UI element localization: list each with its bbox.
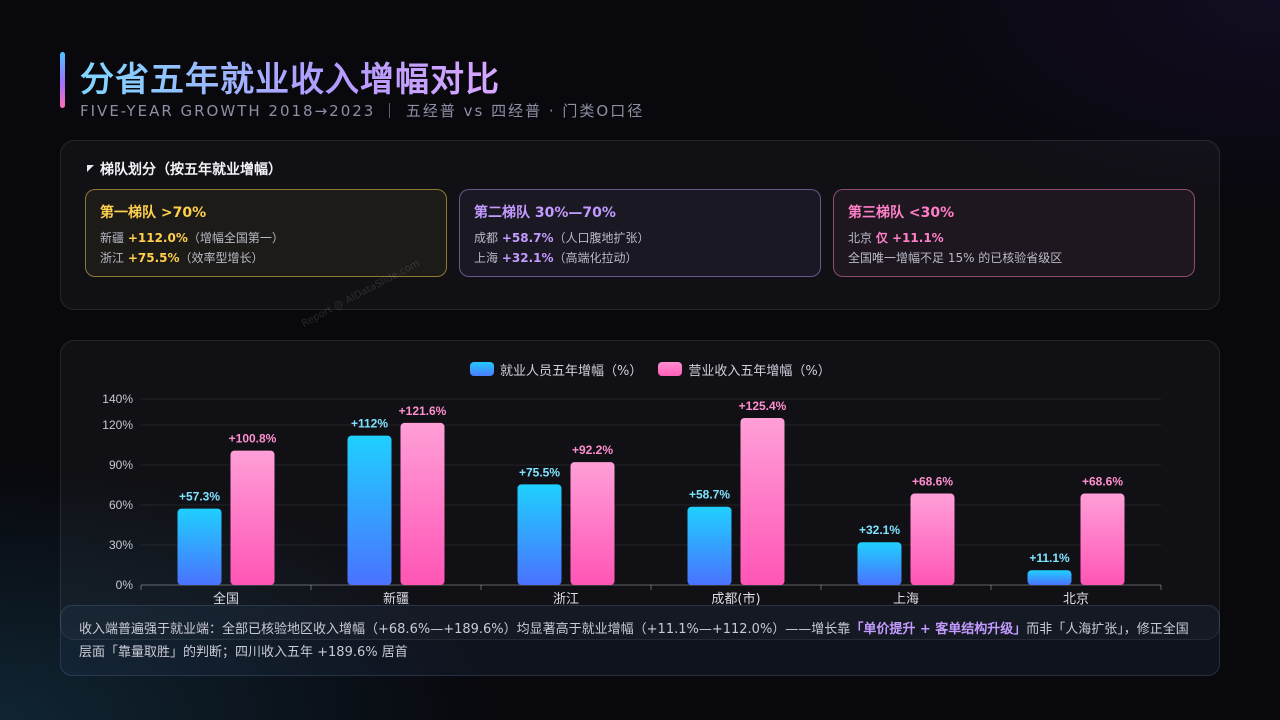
bar-employment[interactable]	[347, 435, 392, 585]
tier-line: 成都 +58.7%（人口腹地扩张）	[474, 228, 806, 248]
tier-line-note: （人口腹地扩张）	[553, 231, 650, 245]
tier-card-title: 第三梯队 <30%	[848, 205, 955, 221]
chart-panel	[60, 340, 1220, 640]
legend-swatch-employment	[470, 362, 494, 376]
data-label-employment: +11.1%	[1029, 551, 1070, 565]
data-label-revenue: +68.6%	[1082, 475, 1123, 489]
x-tick-label: 北京	[1063, 592, 1089, 607]
tier-line-region: 浙江	[100, 251, 128, 265]
data-label-revenue: +121.6%	[399, 404, 447, 418]
y-tick-label: 120%	[102, 418, 133, 432]
data-label-employment: +75.5%	[519, 465, 560, 479]
tier-line: 北京 仅 +11.1%	[848, 228, 1180, 248]
y-tick-label: 140%	[102, 392, 133, 406]
tier-line-value: +32.1%	[501, 251, 554, 265]
triangle-icon	[87, 165, 94, 172]
bar-revenue[interactable]	[400, 422, 445, 585]
tier-line-value: +75.5%	[127, 251, 180, 265]
data-label-revenue: +68.6%	[912, 475, 953, 489]
legend-label-revenue: 营业收入五年增幅（%）	[688, 363, 831, 379]
bar-revenue[interactable]	[1080, 493, 1125, 585]
data-label-employment: +112%	[351, 417, 388, 431]
x-tick-label: 全国	[213, 591, 239, 607]
tier-line-note: （增幅全国第一）	[187, 231, 284, 245]
tier-line-value: 仅 +11.1%	[875, 231, 944, 245]
page-subtitle: FIVE-YEAR GROWTH 2018→2023 ｜ 五经普 vs 四经普 …	[80, 102, 645, 120]
legend-item-revenue[interactable]: 营业收入五年增幅（%）	[658, 360, 831, 379]
tier-line: 浙江 +75.5%（效率型增长）	[100, 248, 432, 268]
x-tick-label: 浙江	[553, 592, 579, 607]
summary-text-end: 而非「人海扩张」，修正全国层面「靠量取胜」的判断；四川收入五年 +189.6% …	[79, 622, 1189, 660]
tier-line-note: 全国唯一增幅不足 15% 的已核验省级区	[848, 251, 1063, 265]
bar-revenue[interactable]	[910, 493, 955, 585]
tier-line-region: 新疆	[100, 231, 128, 245]
summary-panel: 收入端普遍强于就业端：全部已核验地区收入增幅（+68.6%—+189.6%）均显…	[60, 605, 1220, 676]
data-label-employment: +57.3%	[179, 490, 220, 504]
x-tick-label: 上海	[893, 592, 919, 607]
summary-emphasis: 「单价提升 + 客单结构升级」	[850, 622, 1027, 637]
bar-revenue[interactable]	[570, 462, 615, 585]
bar-employment[interactable]	[517, 484, 562, 585]
y-tick-label: 30%	[109, 538, 133, 552]
tier-card-title: 第二梯队 30%—70%	[474, 205, 616, 221]
summary-text: 收入端普遍强于就业端：全部已核验地区收入增幅（+68.6%—+189.6%）均显…	[79, 622, 851, 637]
tier-line-region: 上海	[474, 251, 502, 265]
tier-line-note: （高端化拉动）	[553, 251, 638, 265]
y-tick-label: 0%	[116, 578, 134, 592]
tier-line: 上海 +32.1%（高端化拉动）	[474, 248, 806, 268]
chart-legend: 就业人员五年增幅（%） 营业收入五年增幅（%）	[470, 360, 831, 379]
tier-line-region: 北京	[848, 231, 876, 245]
y-tick-label: 60%	[109, 498, 133, 512]
legend-item-employment[interactable]: 就业人员五年增幅（%）	[470, 360, 642, 379]
data-label-employment: +32.1%	[859, 523, 900, 537]
bar-employment[interactable]	[857, 542, 902, 585]
tier-heading-text: 梯队划分（按五年就业增幅）	[100, 162, 282, 178]
tier-line: 全国唯一增幅不足 15% 的已核验省级区	[848, 248, 1180, 268]
tier-card-1: 第一梯队 >70% 新疆 +112.0%（增幅全国第一） 浙江 +75.5%（效…	[85, 189, 447, 277]
title-accent-bar	[60, 52, 65, 108]
tier-line-value: +112.0%	[127, 231, 188, 245]
tier-card-title: 第一梯队 >70%	[100, 205, 207, 221]
page-title: 分省五年就业收入增幅对比	[80, 52, 500, 101]
legend-label-employment: 就业人员五年增幅（%）	[500, 363, 643, 379]
data-label-revenue: +100.8%	[229, 432, 277, 446]
tier-line-note: （效率型增长）	[179, 251, 264, 265]
bar-employment[interactable]	[177, 508, 222, 585]
tier-line-value: +58.7%	[501, 231, 554, 245]
bar-employment[interactable]	[1027, 570, 1072, 585]
data-label-revenue: +125.4%	[739, 399, 787, 413]
data-label-revenue: +92.2%	[572, 443, 613, 457]
x-tick-label: 成都(市)	[711, 591, 760, 607]
bar-revenue[interactable]	[740, 417, 785, 585]
legend-swatch-revenue	[658, 362, 683, 376]
tier-line-region: 成都	[474, 231, 502, 245]
tier-line: 新疆 +112.0%（增幅全国第一）	[100, 228, 432, 248]
data-label-employment: +58.7%	[689, 488, 730, 502]
y-tick-label: 90%	[109, 458, 133, 472]
tier-card-2: 第二梯队 30%—70% 成都 +58.7%（人口腹地扩张） 上海 +32.1%…	[459, 189, 821, 277]
tier-heading: 梯队划分（按五年就业增幅）	[87, 159, 282, 179]
bar-revenue[interactable]	[230, 450, 275, 585]
tier-panel: 梯队划分（按五年就业增幅） 第一梯队 >70% 新疆 +112.0%（增幅全国第…	[60, 140, 1220, 310]
x-tick-label: 新疆	[383, 591, 409, 607]
tier-card-3: 第三梯队 <30% 北京 仅 +11.1% 全国唯一增幅不足 15% 的已核验省…	[833, 189, 1195, 277]
bar-employment[interactable]	[687, 506, 732, 585]
